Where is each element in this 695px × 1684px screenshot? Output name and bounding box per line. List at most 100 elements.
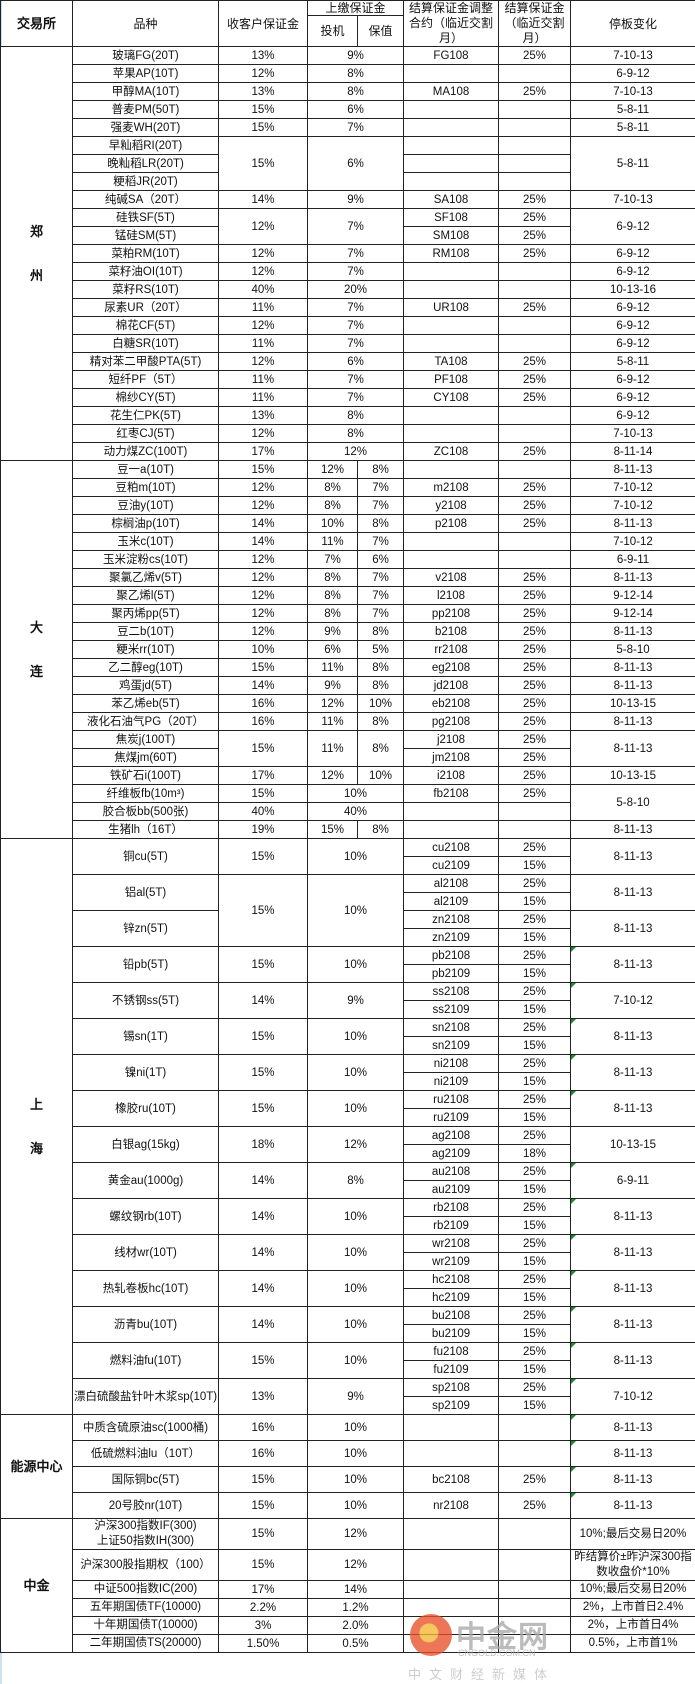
product-name: 苯乙烯eb(5T): [72, 694, 219, 713]
product-name: 铜cu(5T): [72, 838, 219, 875]
hedge-margin: 8%: [356, 514, 405, 533]
settle-margin: 25%: [498, 1162, 572, 1181]
adjust-contract: [403, 1440, 500, 1467]
product-name: 棉纱CY(5T): [72, 388, 219, 407]
table-row: 乙二醇eg(10T) 15% 11% 8% eg2108 25% 8-11-13: [1, 658, 695, 677]
limit-change: 5-8-11: [570, 100, 695, 119]
product-name: 国际铜bc(5T): [72, 1466, 219, 1493]
client-margin: 17%: [218, 1580, 308, 1599]
settle-margin: [498, 1440, 572, 1467]
product-name: 五年期国债TF(10000): [72, 1598, 219, 1617]
spec-margin: 8%: [307, 586, 358, 605]
upper-margin: 9%: [306, 190, 405, 209]
client-margin: 18%: [218, 1126, 308, 1163]
settle-margin: [498, 406, 572, 425]
settle-margin: 25%: [498, 226, 572, 245]
product-name: 纤维板fb(10m³): [72, 784, 219, 803]
header-spec: 投机: [307, 15, 358, 47]
adjust-contract: [403, 550, 500, 569]
settle-margin: [498, 550, 572, 569]
adjust-contract: [403, 1414, 500, 1441]
adjust-contract: wr2109: [403, 1252, 500, 1271]
settle-margin: [498, 100, 572, 119]
settle-margin: 15%: [498, 1252, 572, 1271]
client-margin: 14%: [218, 1306, 308, 1343]
product-name: 棉花CF(5T): [72, 316, 219, 335]
limit-change: 10%;最后交易日20%: [570, 1580, 695, 1599]
adjust-contract: ru2108: [403, 1090, 500, 1109]
adjust-contract: sp2108: [403, 1378, 500, 1397]
upper-margin: 7%: [306, 262, 405, 281]
limit-change: 6-9-12: [570, 262, 695, 281]
table-row: 漂白硫酸盐针叶木浆sp(10T) 13% 9% sp2108 25% 7-10-12: [1, 1378, 695, 1415]
limit-change: 9-12-14: [570, 604, 695, 623]
limit-change: 8-11-13: [570, 820, 695, 839]
settle-margin: 25%: [498, 1198, 572, 1217]
adjust-contract: cu2109: [403, 856, 500, 875]
table-row: wr2109 15%: [1, 1252, 695, 1271]
adjust-contract: [403, 334, 500, 353]
upper-margin: 7%: [306, 244, 405, 263]
adjust-contract: SM108: [403, 226, 500, 245]
adjust-contract: v2108: [403, 568, 500, 587]
settle-margin: 25%: [498, 1234, 572, 1253]
spec-margin: 12%: [307, 694, 358, 713]
adjust-contract: zn2109: [403, 928, 500, 947]
adjust-contract: nr2108: [403, 1492, 500, 1519]
client-margin: 16%: [218, 712, 308, 731]
client-margin: 15%: [218, 1054, 308, 1091]
product-name: 液化石油气PG（20T）: [72, 712, 219, 731]
settle-margin: 15%: [498, 1108, 572, 1127]
upper-margin: 9%: [306, 982, 405, 1019]
limit-change: 8-11-13: [570, 712, 695, 731]
table-row: 中金 沪深300指数IF(300) 上证50指数IH(300) 15% 12% 10%;…: [0, 1518, 695, 1653]
adjust-contract: hc2108: [403, 1270, 500, 1289]
product-name: 粳米rr(10T): [72, 640, 219, 659]
product-name: 花生仁PK(5T): [72, 406, 219, 425]
limit-change: 2%，上市首日2.4%: [570, 1598, 695, 1617]
adjust-contract: SF108: [403, 208, 500, 227]
limit-change: 2%，上市首日4%: [570, 1616, 695, 1635]
settle-margin: 15%: [498, 856, 572, 875]
limit-change: 8-11-13: [570, 1018, 695, 1055]
settle-margin: 25%: [498, 910, 572, 929]
limit-change: 8-11-13: [570, 838, 695, 875]
settle-margin: [498, 334, 572, 353]
adjust-contract: [403, 1598, 500, 1617]
client-margin: 15%: [218, 658, 308, 677]
spec-margin: 12%: [307, 460, 358, 479]
spec-margin: 8%: [307, 496, 358, 515]
upper-margin: 10%: [306, 1198, 405, 1235]
spec-margin: 10%: [307, 514, 358, 533]
product-name: 甲醇MA(10T): [72, 82, 219, 101]
limit-change: 10-13-16: [570, 280, 695, 299]
settle-margin: 25%: [498, 388, 572, 407]
table-row: 燃料油fu(10T) 15% 10% fu2108 25% 8-11-13: [1, 1342, 695, 1379]
product-name: 胶合板bb(500张): [72, 802, 219, 821]
product-name: 鸡蛋jd(5T): [72, 676, 219, 695]
product-name: 豆二b(10T): [72, 622, 219, 641]
adjust-contract: [403, 316, 500, 335]
product-name: 动力煤ZC(100T): [72, 442, 219, 461]
adjust-contract: [403, 262, 500, 281]
spec-margin: 9%: [307, 622, 358, 641]
product-name: 橡胶ru(10T): [72, 1090, 219, 1127]
table-row: 锌zn(5T) zn2108 25% 8-11-13: [1, 910, 695, 947]
client-margin: 11%: [218, 388, 308, 407]
table-row: 白银ag(15kg) 18% 12% ag2108 25% 10-13-15: [1, 1126, 695, 1163]
client-margin: 12%: [218, 478, 308, 497]
settle-margin: 15%: [498, 1036, 572, 1055]
upper-margin: 8%: [306, 424, 405, 443]
settle-margin: [498, 820, 572, 839]
upper-margin: 6%: [306, 352, 405, 371]
client-margin: 2.2%: [218, 1598, 308, 1617]
settle-margin: 15%: [498, 1324, 572, 1343]
settle-margin: 25%: [498, 1306, 572, 1325]
client-margin: 15%: [218, 838, 308, 875]
client-margin: 12%: [218, 316, 308, 335]
adjust-contract: PF108: [403, 370, 500, 389]
settle-margin: 15%: [498, 1216, 572, 1235]
product-name: 二年期国债TS(20000): [72, 1634, 219, 1653]
adjust-contract: FG108: [403, 46, 500, 65]
settle-margin: 25%: [498, 604, 572, 623]
